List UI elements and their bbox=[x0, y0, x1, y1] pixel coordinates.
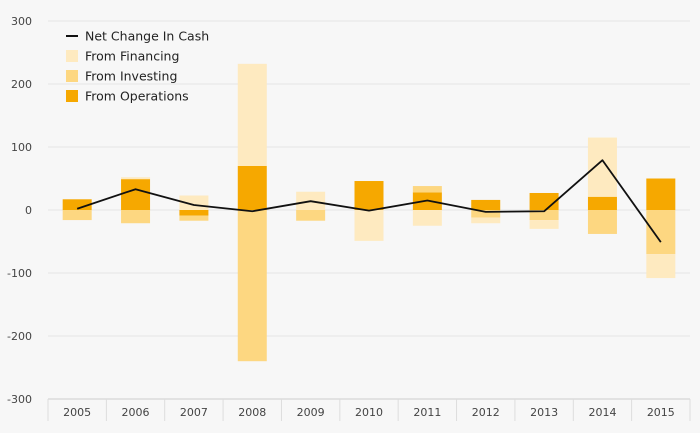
x-tick-label: 2013 bbox=[530, 406, 558, 419]
bar-from-operations bbox=[62, 199, 92, 210]
y-tick-label: -100 bbox=[7, 267, 32, 280]
bar-from-financing bbox=[121, 177, 151, 180]
legend-label: Net Change In Cash bbox=[85, 29, 209, 44]
legend-label: From Financing bbox=[85, 49, 179, 64]
legend-label: From Investing bbox=[85, 69, 177, 84]
bar-from-financing bbox=[529, 220, 559, 229]
net-change-line bbox=[76, 159, 662, 243]
bar-from-operations bbox=[646, 178, 676, 210]
legend-swatch bbox=[66, 90, 78, 102]
x-tick-label: 2010 bbox=[355, 406, 383, 419]
bar-from-financing bbox=[237, 63, 267, 166]
x-tick-label: 2011 bbox=[413, 406, 441, 419]
legend-swatch bbox=[66, 50, 78, 62]
bar-from-operations bbox=[471, 199, 501, 210]
y-tick-label: 300 bbox=[11, 15, 32, 28]
y-tick-label: 100 bbox=[11, 141, 32, 154]
x-tick-label: 2009 bbox=[297, 406, 325, 419]
x-tick-label: 2014 bbox=[588, 406, 616, 419]
legend-swatch bbox=[66, 70, 78, 82]
bar-from-investing bbox=[587, 210, 617, 234]
x-tick-label: 2006 bbox=[122, 406, 150, 419]
bar-from-financing bbox=[354, 210, 384, 241]
bar-from-operations bbox=[121, 179, 151, 210]
bar-from-investing bbox=[121, 210, 151, 224]
bar-from-financing bbox=[471, 217, 501, 224]
bar-from-investing bbox=[62, 210, 92, 221]
bar-from-investing bbox=[296, 210, 326, 221]
bar-from-investing bbox=[412, 186, 442, 193]
bar-from-financing bbox=[587, 137, 617, 197]
bar-from-investing bbox=[529, 210, 559, 221]
bar-from-operations bbox=[179, 210, 209, 216]
y-tick-label: -300 bbox=[7, 393, 32, 406]
bar-from-investing bbox=[237, 210, 267, 362]
bar-from-investing bbox=[471, 210, 501, 218]
bar-from-investing bbox=[179, 215, 209, 221]
bar-from-financing bbox=[646, 254, 676, 279]
x-tick-label: 2012 bbox=[472, 406, 500, 419]
y-tick-label: 200 bbox=[11, 78, 32, 91]
bar-from-investing bbox=[646, 210, 676, 255]
x-tick-label: 2015 bbox=[647, 406, 675, 419]
x-tick-label: 2005 bbox=[63, 406, 91, 419]
bar-from-financing bbox=[412, 210, 442, 226]
y-tick-label: -200 bbox=[7, 330, 32, 343]
legend-label: From Operations bbox=[85, 89, 189, 104]
bar-from-operations bbox=[587, 196, 617, 210]
y-tick-label: 0 bbox=[25, 204, 32, 217]
bar-from-operations bbox=[354, 181, 384, 210]
x-tick-label: 2008 bbox=[238, 406, 266, 419]
bar-from-operations bbox=[237, 165, 267, 210]
x-tick-label: 2007 bbox=[180, 406, 208, 419]
